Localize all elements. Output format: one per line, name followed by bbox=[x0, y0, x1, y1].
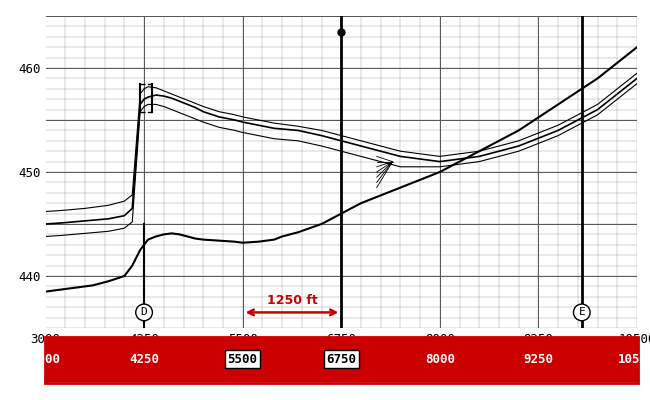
Text: 9250: 9250 bbox=[523, 353, 553, 366]
Text: 5500: 5500 bbox=[227, 353, 257, 366]
Text: D: D bbox=[140, 307, 148, 317]
Text: 8000: 8000 bbox=[425, 353, 455, 366]
Text: 4250: 4250 bbox=[129, 353, 159, 366]
Text: 1250 ft: 1250 ft bbox=[266, 294, 317, 307]
Text: 6750: 6750 bbox=[326, 353, 356, 366]
Text: 3000: 3000 bbox=[31, 353, 60, 366]
Text: E: E bbox=[578, 307, 585, 317]
Text: 10500: 10500 bbox=[618, 353, 650, 366]
FancyBboxPatch shape bbox=[46, 337, 637, 381]
